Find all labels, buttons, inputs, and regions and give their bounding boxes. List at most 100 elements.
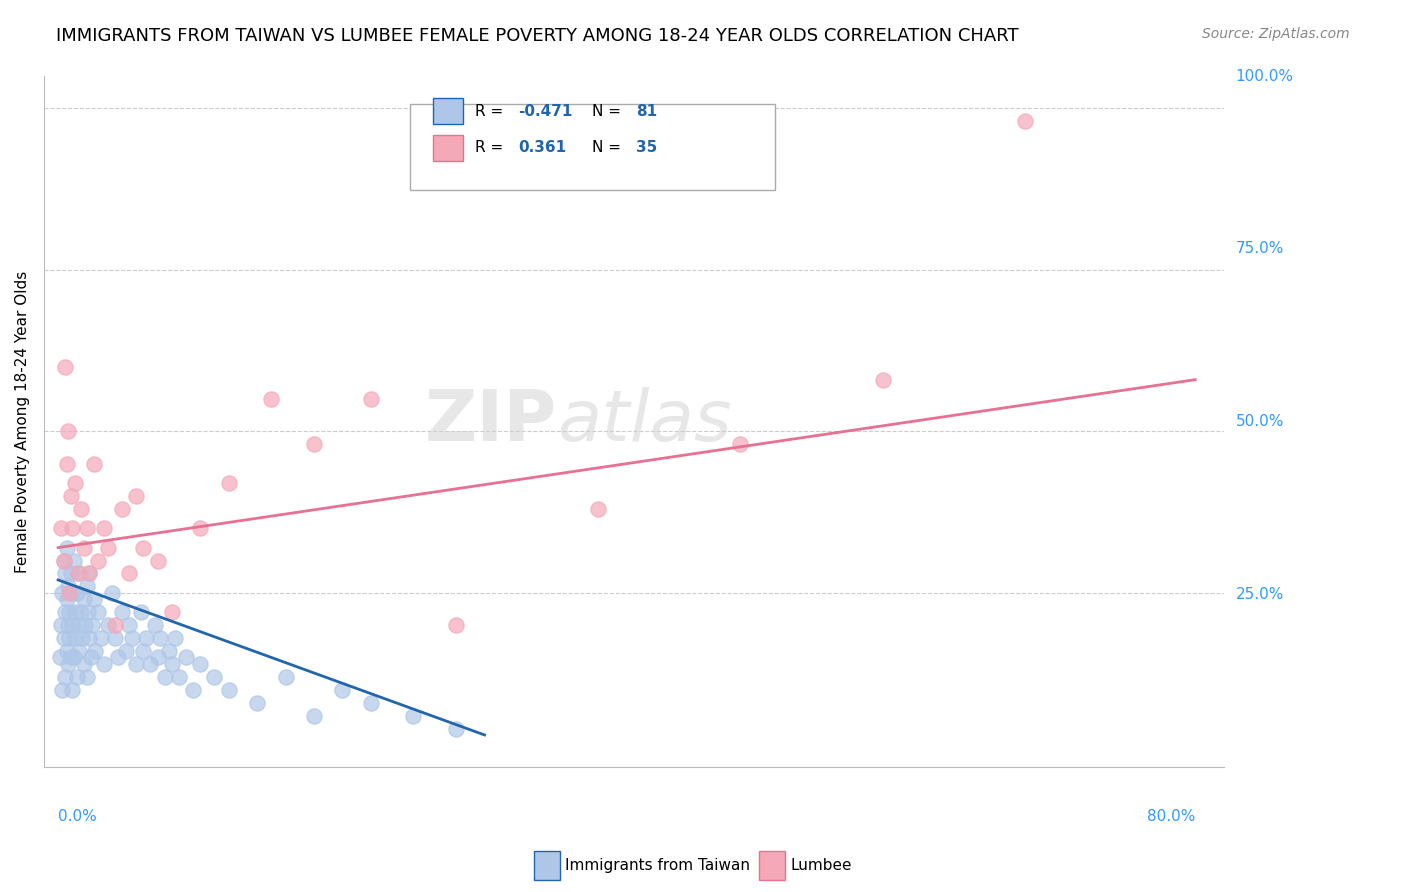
Point [149, 631, 172, 645]
Text: 50.0%: 50.0% [1236, 414, 1284, 429]
Point [125, 657, 148, 671]
Point [58, 631, 80, 645]
Point [121, 631, 143, 645]
Point [79, 631, 101, 645]
Point [67, 566, 90, 581]
Point [56, 425, 79, 439]
Point [60, 521, 83, 535]
Text: 0.361: 0.361 [519, 140, 567, 154]
Point [83, 457, 105, 471]
Point [55, 592, 77, 607]
Point [62, 553, 84, 567]
Point [188, 521, 211, 535]
Point [49, 618, 72, 632]
Point [52, 553, 75, 567]
Point [302, 708, 325, 723]
Point [872, 373, 894, 387]
Point [146, 553, 169, 567]
Point [104, 631, 127, 645]
FancyBboxPatch shape [534, 851, 560, 880]
Point [132, 541, 155, 555]
Point [188, 657, 211, 671]
Text: Lumbee: Lumbee [790, 858, 852, 872]
Point [246, 696, 269, 710]
Point [55, 457, 77, 471]
Point [52, 631, 75, 645]
Point [58, 605, 80, 619]
Point [97, 618, 120, 632]
Point [67, 644, 90, 658]
Point [132, 644, 155, 658]
Point [97, 541, 120, 555]
Point [160, 657, 183, 671]
Point [63, 631, 86, 645]
Point [181, 682, 204, 697]
Point [59, 650, 82, 665]
Point [56, 618, 79, 632]
Point [218, 682, 240, 697]
Point [204, 670, 226, 684]
Point [53, 359, 76, 374]
Point [58, 586, 80, 600]
FancyBboxPatch shape [759, 851, 785, 880]
Text: Source: ZipAtlas.com: Source: ZipAtlas.com [1202, 27, 1350, 41]
Point [60, 682, 83, 697]
Point [93, 657, 115, 671]
Point [70, 605, 93, 619]
Point [167, 670, 190, 684]
Point [111, 501, 134, 516]
Point [101, 586, 124, 600]
Point [118, 618, 141, 632]
FancyBboxPatch shape [409, 103, 775, 190]
Point [51, 682, 73, 697]
Point [55, 541, 77, 555]
Point [55, 644, 77, 658]
Point [157, 644, 180, 658]
Point [75, 618, 97, 632]
Point [56, 657, 79, 671]
Text: -0.471: -0.471 [519, 103, 572, 119]
Point [65, 586, 87, 600]
Point [56, 579, 79, 593]
Point [76, 579, 98, 593]
Point [118, 566, 141, 581]
Point [63, 475, 86, 490]
Point [163, 631, 186, 645]
Point [66, 566, 89, 581]
Point [79, 566, 101, 581]
Point [87, 553, 110, 567]
Point [65, 670, 87, 684]
Point [70, 501, 93, 516]
Point [115, 644, 138, 658]
Point [76, 521, 98, 535]
Text: atlas: atlas [557, 387, 731, 456]
Point [48, 650, 70, 665]
Point [59, 489, 82, 503]
Point [90, 631, 112, 645]
Point [139, 657, 162, 671]
Point [444, 618, 467, 632]
FancyBboxPatch shape [433, 98, 463, 124]
Point [73, 657, 96, 671]
Point [104, 618, 127, 632]
Text: 81: 81 [636, 103, 657, 119]
Text: 100.0%: 100.0% [1236, 69, 1294, 84]
Point [444, 722, 467, 736]
Text: R =: R = [474, 103, 508, 119]
Point [302, 437, 325, 451]
Point [53, 566, 76, 581]
Point [402, 708, 425, 723]
Point [146, 650, 169, 665]
Point [143, 618, 166, 632]
Point [135, 631, 157, 645]
Text: 80.0%: 80.0% [1147, 809, 1195, 823]
Point [73, 541, 96, 555]
Point [360, 392, 382, 406]
Point [129, 605, 152, 619]
Point [260, 392, 283, 406]
Text: 35: 35 [636, 140, 658, 154]
Point [360, 696, 382, 710]
Text: 0.0%: 0.0% [58, 809, 97, 823]
Text: Immigrants from Taiwan: Immigrants from Taiwan [565, 858, 751, 872]
Point [72, 631, 94, 645]
